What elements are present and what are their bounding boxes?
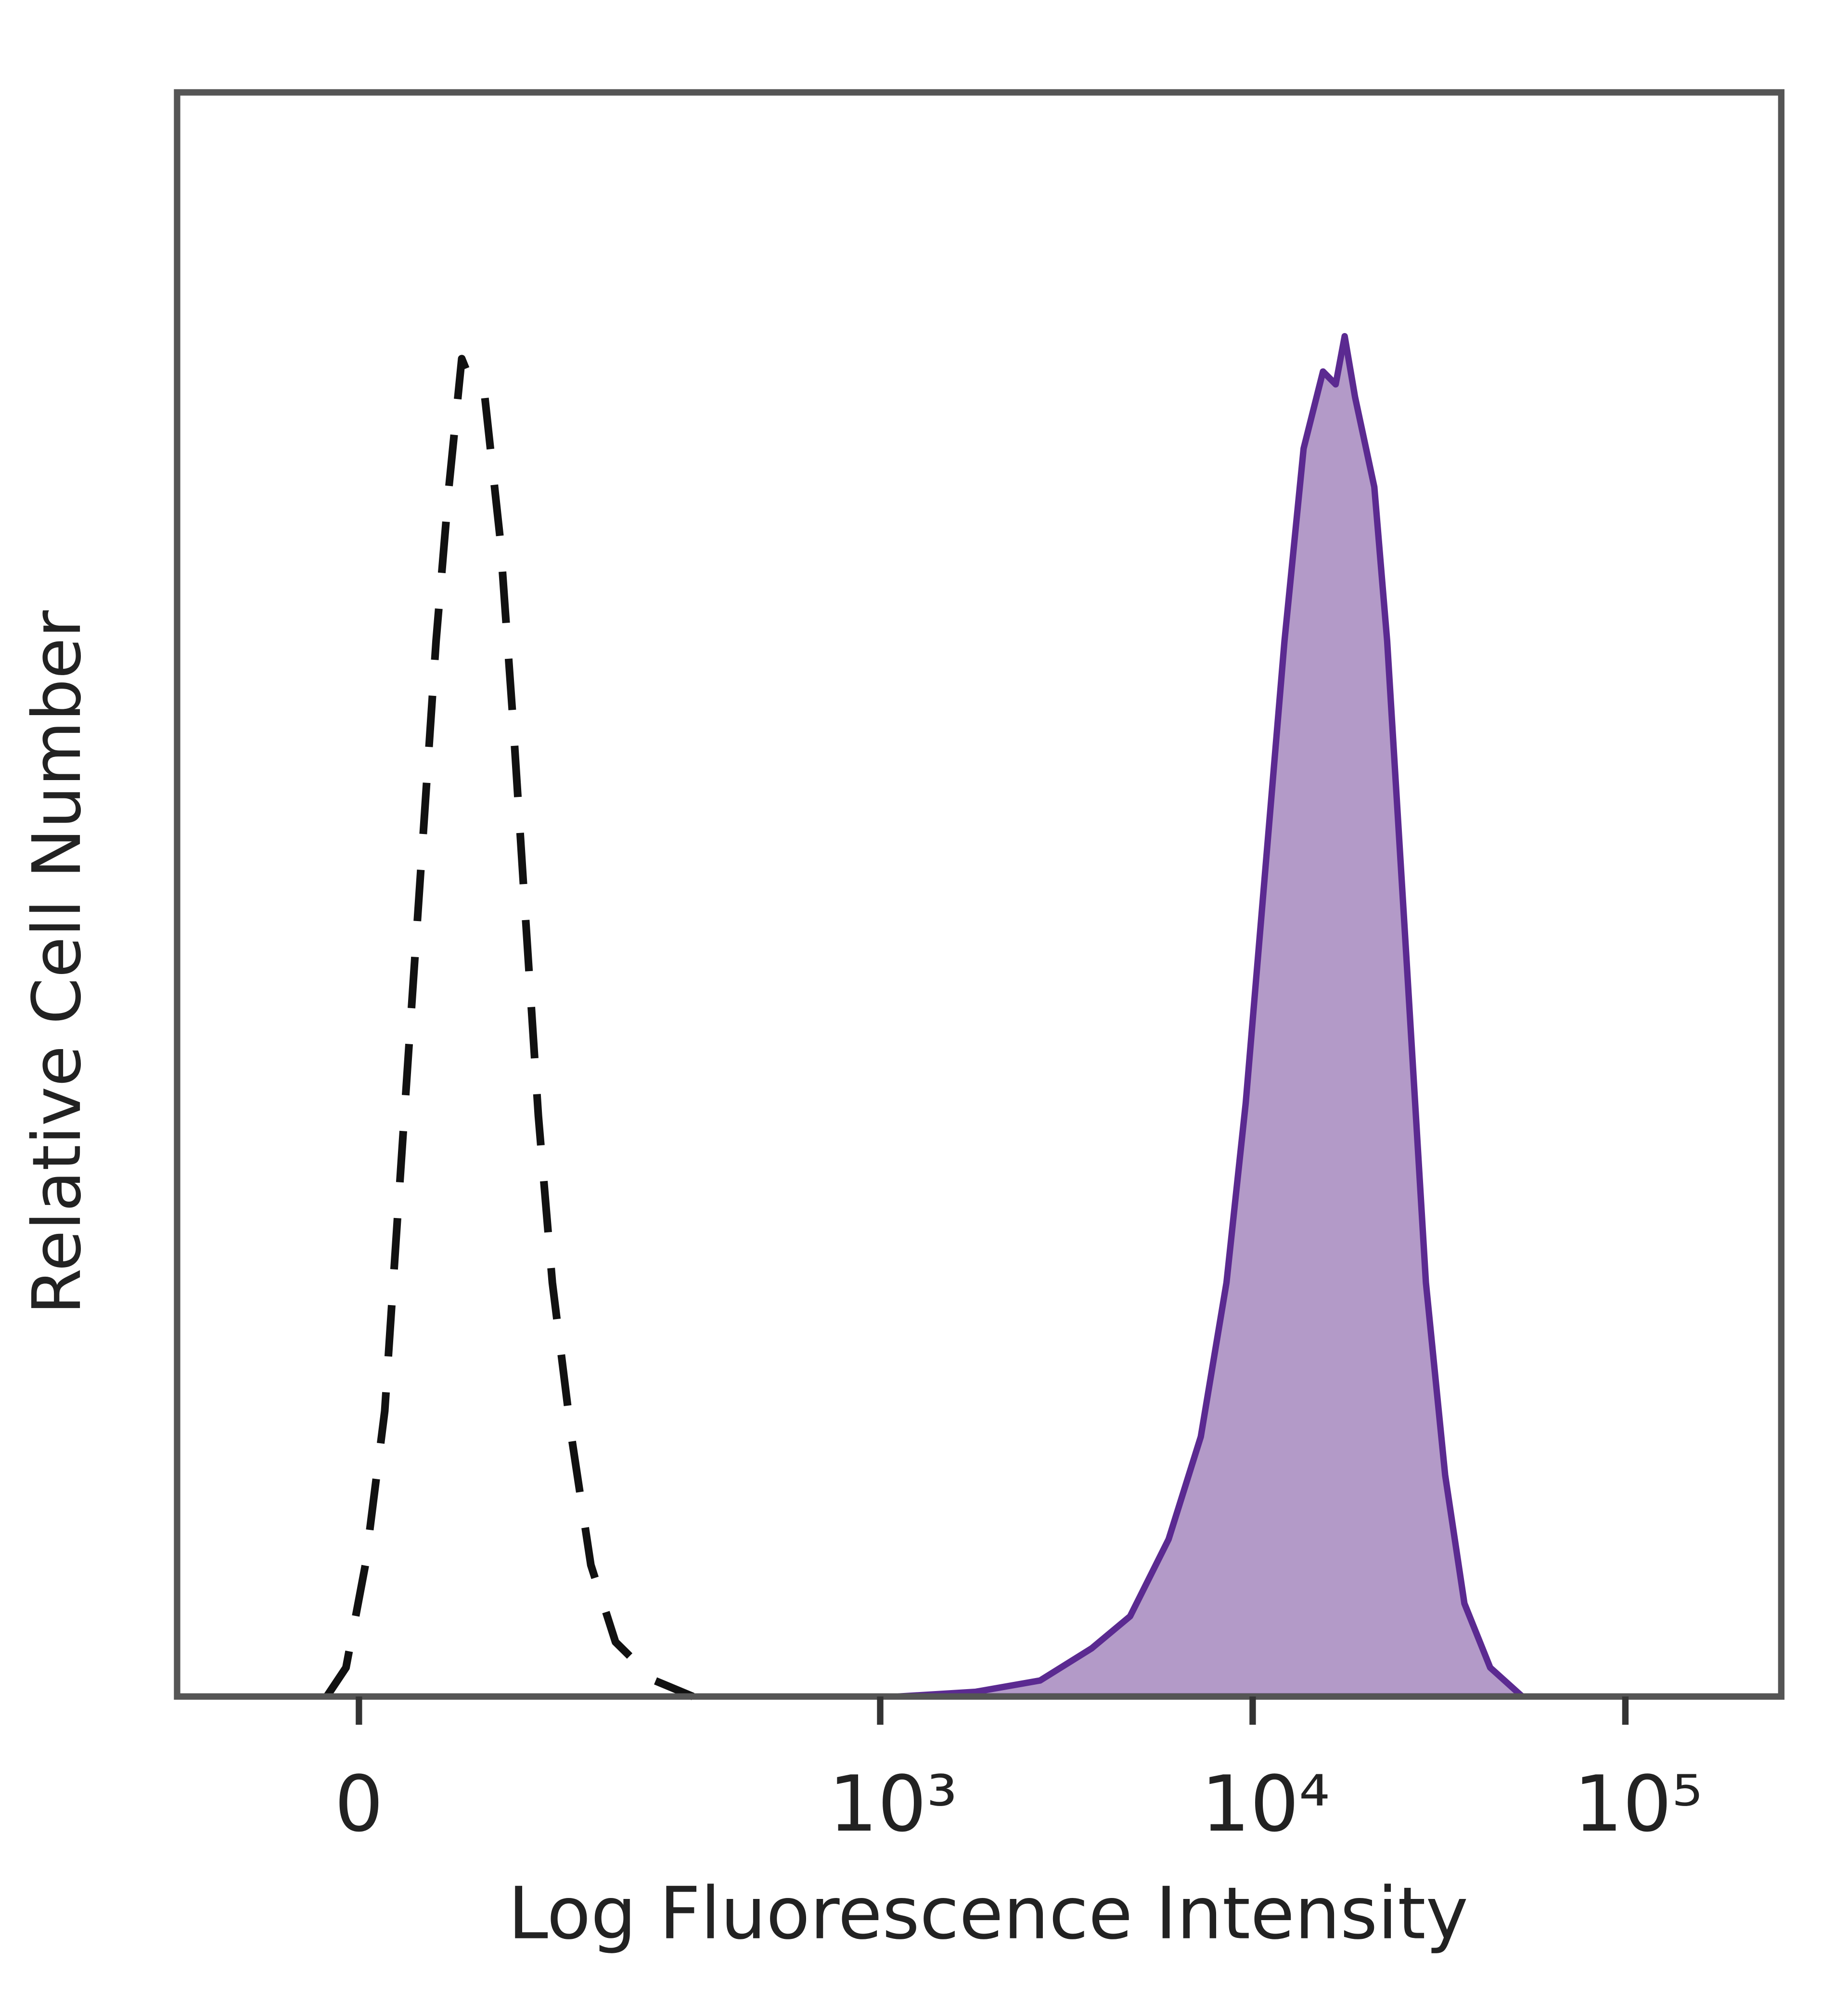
x-tick-label: 10³: [829, 1759, 958, 1849]
dashed-histogram: [323, 355, 695, 1700]
filled-histogram: [896, 333, 1526, 1700]
x-axis-label: Log Fluorescence Intensity: [508, 1872, 1468, 1956]
plot-area: [177, 333, 1782, 1700]
plot-frame: [174, 89, 1784, 1700]
x-tick-label: 10⁴: [1201, 1759, 1330, 1849]
x-tick-label: 0: [334, 1759, 384, 1849]
y-axis-label: Relative Cell Number: [18, 610, 96, 1314]
x-tick-label: 10⁵: [1574, 1759, 1703, 1849]
